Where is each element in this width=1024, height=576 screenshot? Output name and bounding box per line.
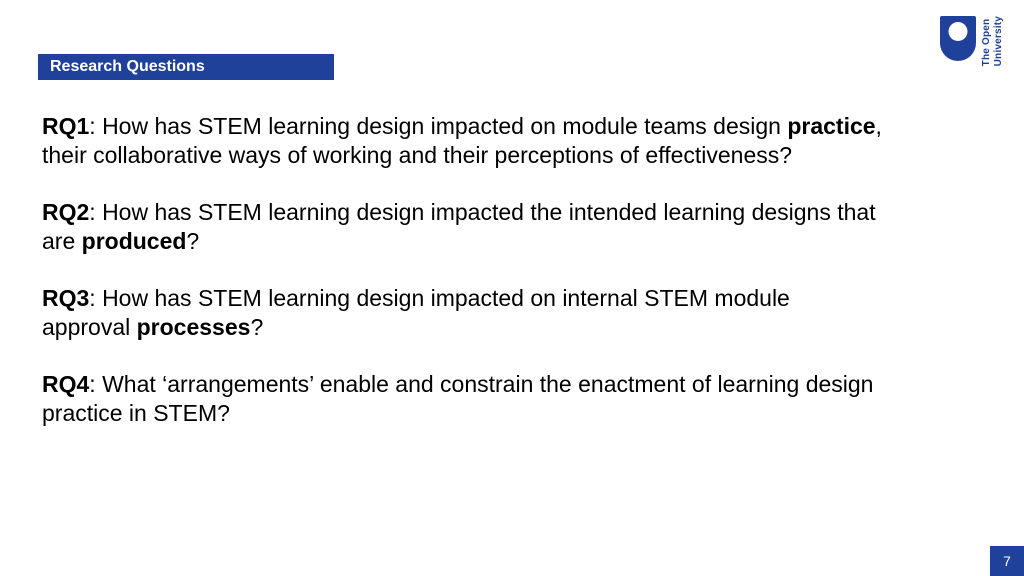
page-number: 7 — [990, 546, 1024, 576]
section-title: Research Questions — [50, 58, 205, 76]
rq-text-before: : How has STEM learning design impacted … — [89, 113, 787, 139]
research-question: RQ4: What ‘arrangements’ enable and cons… — [42, 370, 882, 428]
research-question: RQ2: How has STEM learning design impact… — [42, 198, 882, 256]
research-question: RQ1: How has STEM learning design impact… — [42, 112, 882, 170]
rq-label: RQ3 — [42, 285, 89, 311]
brand-logo: The Open University — [940, 16, 1004, 66]
rq-text-before: : What ‘arrangements’ enable and constra… — [42, 371, 873, 426]
rq-label: RQ4 — [42, 371, 89, 397]
rq-label: RQ2 — [42, 199, 89, 225]
rq-label: RQ1 — [42, 113, 89, 139]
shield-icon — [940, 16, 976, 61]
rq-text-after: ? — [250, 314, 263, 340]
brand-name: The Open University — [982, 16, 1004, 66]
rq-bold-word: produced — [82, 228, 187, 254]
brand-line-2: University — [994, 16, 1004, 66]
rq-text-after: ? — [186, 228, 199, 254]
content-body: RQ1: How has STEM learning design impact… — [42, 112, 882, 428]
rq-bold-word: processes — [137, 314, 251, 340]
brand-line-1: The Open — [982, 16, 992, 66]
slide: Research Questions The Open University R… — [0, 0, 1024, 576]
research-question: RQ3: How has STEM learning design impact… — [42, 284, 882, 342]
section-title-bar: Research Questions — [38, 54, 334, 80]
rq-bold-word: practice — [787, 113, 875, 139]
